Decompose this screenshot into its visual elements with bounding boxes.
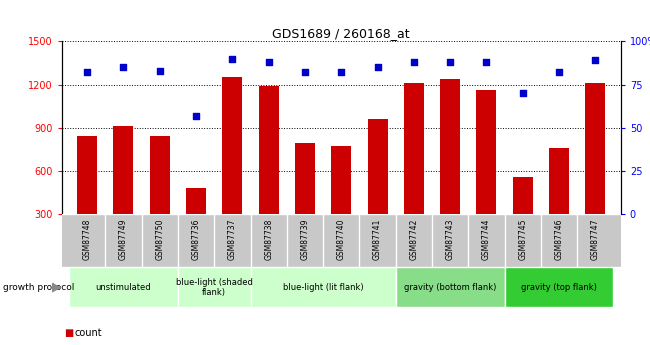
Point bbox=[554, 70, 564, 75]
Point bbox=[155, 68, 165, 73]
Bar bbox=[259, 86, 279, 214]
Bar bbox=[586, 83, 605, 214]
Text: GSM87747: GSM87747 bbox=[591, 218, 600, 260]
Point bbox=[590, 58, 601, 63]
Bar bbox=[69, 267, 178, 307]
Text: count: count bbox=[75, 328, 103, 338]
Bar bbox=[440, 79, 460, 214]
Text: GSM87740: GSM87740 bbox=[337, 218, 346, 260]
Text: ▶: ▶ bbox=[53, 281, 62, 294]
Text: unstimulated: unstimulated bbox=[96, 283, 151, 292]
Bar bbox=[476, 90, 497, 214]
Text: GSM87737: GSM87737 bbox=[228, 218, 237, 260]
Text: GSM87750: GSM87750 bbox=[155, 218, 164, 260]
Text: ■: ■ bbox=[64, 328, 73, 338]
Text: gravity (bottom flank): gravity (bottom flank) bbox=[404, 283, 497, 292]
Point bbox=[409, 59, 419, 65]
Bar bbox=[549, 148, 569, 214]
Text: blue-light (shaded
flank): blue-light (shaded flank) bbox=[176, 277, 253, 297]
Text: growth protocol: growth protocol bbox=[3, 283, 75, 292]
Bar bbox=[404, 83, 424, 214]
Text: GSM87746: GSM87746 bbox=[554, 218, 564, 260]
Point bbox=[300, 70, 310, 75]
Text: GSM87744: GSM87744 bbox=[482, 218, 491, 260]
Point bbox=[191, 113, 202, 118]
Bar bbox=[186, 188, 206, 214]
Text: GSM87736: GSM87736 bbox=[192, 218, 201, 260]
Bar bbox=[295, 144, 315, 214]
Text: blue-light (lit flank): blue-light (lit flank) bbox=[283, 283, 363, 292]
Point bbox=[227, 56, 237, 61]
Bar bbox=[250, 267, 396, 307]
Text: GSM87742: GSM87742 bbox=[410, 218, 419, 259]
Point bbox=[82, 70, 92, 75]
Point bbox=[372, 65, 383, 70]
Bar bbox=[367, 119, 387, 214]
Text: GSM87741: GSM87741 bbox=[373, 218, 382, 259]
Bar bbox=[114, 126, 133, 214]
Bar bbox=[178, 267, 250, 307]
Text: GSM87749: GSM87749 bbox=[119, 218, 128, 260]
Title: GDS1689 / 260168_at: GDS1689 / 260168_at bbox=[272, 27, 410, 40]
Text: GSM87743: GSM87743 bbox=[446, 218, 454, 260]
Bar bbox=[222, 77, 242, 214]
Bar bbox=[513, 177, 533, 214]
Bar bbox=[396, 267, 504, 307]
Bar bbox=[332, 146, 351, 214]
Text: GSM87748: GSM87748 bbox=[83, 218, 92, 259]
Point bbox=[517, 90, 528, 96]
Text: GSM87739: GSM87739 bbox=[300, 218, 309, 260]
Point bbox=[445, 59, 456, 65]
Point bbox=[118, 65, 129, 70]
Bar bbox=[77, 136, 97, 214]
Text: gravity (top flank): gravity (top flank) bbox=[521, 283, 597, 292]
Point bbox=[336, 70, 346, 75]
Text: GSM87738: GSM87738 bbox=[264, 218, 273, 259]
Point bbox=[481, 59, 491, 65]
Bar bbox=[504, 267, 614, 307]
Bar bbox=[150, 136, 170, 214]
Text: GSM87745: GSM87745 bbox=[518, 218, 527, 260]
Point bbox=[263, 59, 274, 65]
